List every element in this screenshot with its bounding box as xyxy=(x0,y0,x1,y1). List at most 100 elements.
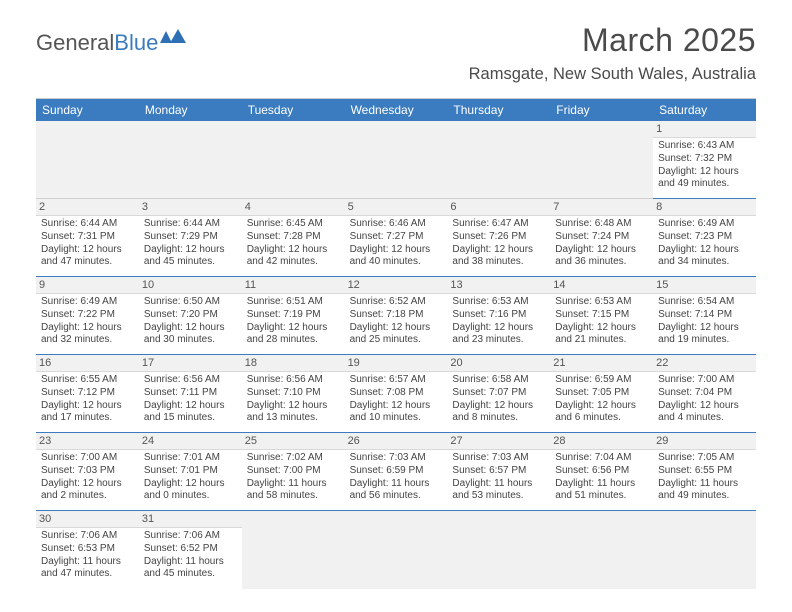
daylight-line: Daylight: 12 hours and 0 minutes. xyxy=(144,478,237,504)
daylight-line: Daylight: 12 hours and 38 minutes. xyxy=(452,244,545,270)
header: GeneralBlue March 2025 Ramsgate, New Sou… xyxy=(0,0,792,90)
day-number: 22 xyxy=(653,355,756,372)
day-cell-21: 21 Sunrise: 6:59 AMSunset: 7:05 PMDayligh… xyxy=(550,355,653,433)
day-cell-29: 29Sunrise: 7:05 AMSunset: 6:55 PMDayligh… xyxy=(653,433,756,511)
sunset-line: Sunset: 7:19 PM xyxy=(247,309,340,322)
day-body: Sunrise: 6:59 AMSunset: 7:05 PMDaylight:… xyxy=(554,374,649,425)
daylight-line: Daylight: 12 hours and 32 minutes. xyxy=(41,322,134,348)
daylight-line: Daylight: 12 hours and 23 minutes. xyxy=(452,322,545,348)
day-body: Sunrise: 6:52 AMSunset: 7:18 PMDaylight:… xyxy=(349,296,444,347)
location: Ramsgate, New South Wales, Australia xyxy=(469,65,756,84)
day-body: Sunrise: 7:03 AMSunset: 6:57 PMDaylight:… xyxy=(451,452,546,503)
logo: GeneralBlue xyxy=(36,22,186,56)
day-body: Sunrise: 7:06 AMSunset: 6:53 PMDaylight:… xyxy=(40,530,135,581)
sunset-line: Sunset: 7:10 PM xyxy=(247,387,340,400)
sunrise-line: Sunrise: 6:45 AM xyxy=(247,218,340,231)
daylight-line: Daylight: 12 hours and 10 minutes. xyxy=(350,400,443,426)
day-number: 8 xyxy=(653,199,756,216)
day-cell-25: 25Sunrise: 7:02 AMSunset: 7:00 PMDayligh… xyxy=(242,433,345,511)
day-body: Sunrise: 6:49 AMSunset: 7:22 PMDaylight:… xyxy=(40,296,135,347)
empty-cell xyxy=(242,121,345,199)
day-number: 16 xyxy=(36,355,139,372)
sunset-line: Sunset: 7:27 PM xyxy=(350,231,443,244)
day-cell-22: 22Sunrise: 7:00 AMSunset: 7:04 PMDayligh… xyxy=(653,355,756,433)
daylight-line: Daylight: 12 hours and 6 minutes. xyxy=(555,400,648,426)
sunset-line: Sunset: 7:16 PM xyxy=(452,309,545,322)
day-number: 18 xyxy=(242,355,345,372)
day-body: Sunrise: 6:56 AMSunset: 7:11 PMDaylight:… xyxy=(143,374,238,425)
day-number: 13 xyxy=(447,277,550,294)
day-cell-12: 12 Sunrise: 6:52 AMSunset: 7:18 PMDayligh… xyxy=(345,277,448,355)
day-cell-23: 23Sunrise: 7:00 AMSunset: 7:03 PMDayligh… xyxy=(36,433,139,511)
day-body: Sunrise: 6:47 AMSunset: 7:26 PMDaylight:… xyxy=(451,218,546,269)
daylight-line: Daylight: 12 hours and 8 minutes. xyxy=(452,400,545,426)
daylight-line: Daylight: 12 hours and 34 minutes. xyxy=(658,244,751,270)
sunset-line: Sunset: 7:01 PM xyxy=(144,465,237,478)
sunrise-line: Sunrise: 6:53 AM xyxy=(452,296,545,309)
sunrise-line: Sunrise: 7:04 AM xyxy=(555,452,648,465)
day-cell-1: 1Sunrise: 6:43 AMSunset: 7:32 PMDaylight… xyxy=(653,121,756,199)
dayhead-sunday: Sunday xyxy=(36,99,139,121)
day-cell-20: 20Sunrise: 6:58 AMSunset: 7:07 PMDayligh… xyxy=(447,355,550,433)
day-cell-26: 26Sunrise: 7:03 AMSunset: 6:59 PMDayligh… xyxy=(345,433,448,511)
sunrise-line: Sunrise: 6:47 AM xyxy=(452,218,545,231)
empty-cell xyxy=(550,511,653,589)
sunrise-line: Sunrise: 6:43 AM xyxy=(658,140,751,153)
daylight-line: Daylight: 12 hours and 49 minutes. xyxy=(658,166,751,192)
day-number: 20 xyxy=(447,355,550,372)
day-cell-18: 18Sunrise: 6:56 AMSunset: 7:10 PMDayligh… xyxy=(242,355,345,433)
sunrise-line: Sunrise: 6:53 AM xyxy=(555,296,648,309)
sunset-line: Sunset: 7:23 PM xyxy=(658,231,751,244)
day-number: 14 xyxy=(550,277,653,294)
day-number: 23 xyxy=(36,433,139,450)
empty-cell xyxy=(242,511,345,589)
sunset-line: Sunset: 7:26 PM xyxy=(452,231,545,244)
daylight-line: Daylight: 12 hours and 25 minutes. xyxy=(350,322,443,348)
sunrise-line: Sunrise: 6:49 AM xyxy=(658,218,751,231)
day-number: 21 xyxy=(550,355,653,372)
sunrise-line: Sunrise: 6:56 AM xyxy=(144,374,237,387)
day-cell-27: 27Sunrise: 7:03 AMSunset: 6:57 PMDayligh… xyxy=(447,433,550,511)
sunset-line: Sunset: 7:29 PM xyxy=(144,231,237,244)
day-cell-15: 15Sunrise: 6:54 AMSunset: 7:14 PMDayligh… xyxy=(653,277,756,355)
day-body: Sunrise: 6:55 AMSunset: 7:12 PMDaylight:… xyxy=(40,374,135,425)
day-cell-7: 7Sunrise: 6:48 AMSunset: 7:24 PMDaylight… xyxy=(550,199,653,277)
daylight-line: Daylight: 11 hours and 53 minutes. xyxy=(452,478,545,504)
day-number: 12 xyxy=(345,277,448,294)
daylight-line: Daylight: 11 hours and 47 minutes. xyxy=(41,556,134,582)
empty-cell xyxy=(36,121,139,199)
daylight-line: Daylight: 12 hours and 2 minutes. xyxy=(41,478,134,504)
day-number: 4 xyxy=(242,199,345,216)
day-cell-10: 10Sunrise: 6:50 AMSunset: 7:20 PMDayligh… xyxy=(139,277,242,355)
day-cell-19: 19Sunrise: 6:57 AMSunset: 7:08 PMDayligh… xyxy=(345,355,448,433)
sunrise-line: Sunrise: 6:48 AM xyxy=(555,218,648,231)
sunrise-line: Sunrise: 6:55 AM xyxy=(41,374,134,387)
day-body: Sunrise: 6:45 AMSunset: 7:28 PMDaylight:… xyxy=(246,218,341,269)
day-number: 11 xyxy=(242,277,345,294)
daylight-line: Daylight: 12 hours and 28 minutes. xyxy=(247,322,340,348)
month-title: March 2025 xyxy=(469,22,756,59)
logo-word1: General xyxy=(36,30,114,56)
sunset-line: Sunset: 6:53 PM xyxy=(41,543,134,556)
day-cell-28: 28Sunrise: 7:04 AMSunset: 6:56 PMDayligh… xyxy=(550,433,653,511)
sunrise-line: Sunrise: 6:52 AM xyxy=(350,296,443,309)
sunset-line: Sunset: 7:03 PM xyxy=(41,465,134,478)
sunset-line: Sunset: 7:18 PM xyxy=(350,309,443,322)
empty-cell xyxy=(345,121,448,199)
day-body: Sunrise: 6:53 AMSunset: 7:16 PMDaylight:… xyxy=(451,296,546,347)
dayhead-saturday: Saturday xyxy=(653,99,756,121)
dayhead-tuesday: Tuesday xyxy=(242,99,345,121)
daylight-line: Daylight: 11 hours and 51 minutes. xyxy=(555,478,648,504)
sunset-line: Sunset: 7:04 PM xyxy=(658,387,751,400)
day-body: Sunrise: 6:51 AMSunset: 7:19 PMDaylight:… xyxy=(246,296,341,347)
day-number: 10 xyxy=(139,277,242,294)
day-cell-3: 3Sunrise: 6:44 AMSunset: 7:29 PMDaylight… xyxy=(139,199,242,277)
sunset-line: Sunset: 7:15 PM xyxy=(555,309,648,322)
day-body: Sunrise: 7:03 AMSunset: 6:59 PMDaylight:… xyxy=(349,452,444,503)
sunrise-line: Sunrise: 6:58 AM xyxy=(452,374,545,387)
daylight-line: Daylight: 12 hours and 42 minutes. xyxy=(247,244,340,270)
day-cell-6: 6Sunrise: 6:47 AMSunset: 7:26 PMDaylight… xyxy=(447,199,550,277)
sunrise-line: Sunrise: 7:02 AM xyxy=(247,452,340,465)
sunrise-line: Sunrise: 6:51 AM xyxy=(247,296,340,309)
sunrise-line: Sunrise: 6:50 AM xyxy=(144,296,237,309)
